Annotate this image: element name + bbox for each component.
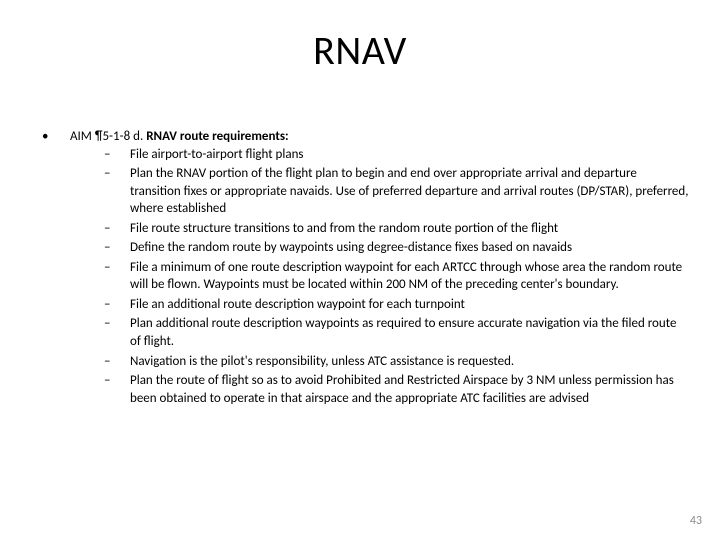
list-item: – File route structure transitions to an… — [98, 220, 690, 238]
dash-icon: – — [98, 220, 130, 238]
list-item: – Plan the route of flight so as to avoi… — [98, 372, 690, 407]
list-item-text: Navigation is the pilot's responsibility… — [130, 353, 690, 371]
list-item: – File an additional route description w… — [98, 296, 690, 314]
list-item: – Navigation is the pilot's responsibili… — [98, 353, 690, 371]
list-item-text: File route structure transitions to and … — [130, 220, 690, 238]
bullet-level1: • AIM ¶5-1-8 d. RNAV route requirements:… — [38, 128, 690, 409]
list-item-text: Define the random route by waypoints usi… — [130, 239, 690, 257]
page-number: 43 — [690, 514, 702, 528]
list-item-text: File a minimum of one route description … — [130, 259, 690, 294]
dash-icon: – — [98, 239, 130, 257]
dash-icon: – — [98, 353, 130, 371]
dash-icon: – — [98, 296, 130, 314]
bullet-glyph: • — [38, 128, 70, 409]
slide: RNAV • AIM ¶5-1-8 d. RNAV route requirem… — [0, 0, 720, 540]
dash-icon: – — [98, 315, 130, 350]
list-item: – Plan the RNAV portion of the flight pl… — [98, 165, 690, 218]
sub-bullets: – File airport-to-airport flight plans –… — [98, 146, 690, 408]
list-item-text: File airport-to-airport flight plans — [130, 146, 690, 164]
lead-bold: RNAV route requirements: — [146, 129, 288, 144]
list-item: – File airport-to-airport flight plans — [98, 146, 690, 164]
list-item-text: File an additional route description way… — [130, 296, 690, 314]
list-item-text: Plan additional route description waypoi… — [130, 315, 690, 350]
lead-line: AIM ¶5-1-8 d. RNAV route requirements: –… — [70, 128, 690, 409]
list-item-text: Plan the RNAV portion of the flight plan… — [130, 165, 690, 218]
slide-title: RNAV — [0, 26, 720, 75]
dash-icon: – — [98, 259, 130, 294]
list-item: – Define the random route by waypoints u… — [98, 239, 690, 257]
lead-prefix: AIM ¶5-1-8 d. — [70, 129, 146, 144]
dash-icon: – — [98, 165, 130, 218]
list-item: – Plan additional route description wayp… — [98, 315, 690, 350]
list-item: – File a minimum of one route descriptio… — [98, 259, 690, 294]
dash-icon: – — [98, 372, 130, 407]
dash-icon: – — [98, 146, 130, 164]
slide-body: • AIM ¶5-1-8 d. RNAV route requirements:… — [38, 128, 690, 411]
list-item-text: Plan the route of flight so as to avoid … — [130, 372, 690, 407]
